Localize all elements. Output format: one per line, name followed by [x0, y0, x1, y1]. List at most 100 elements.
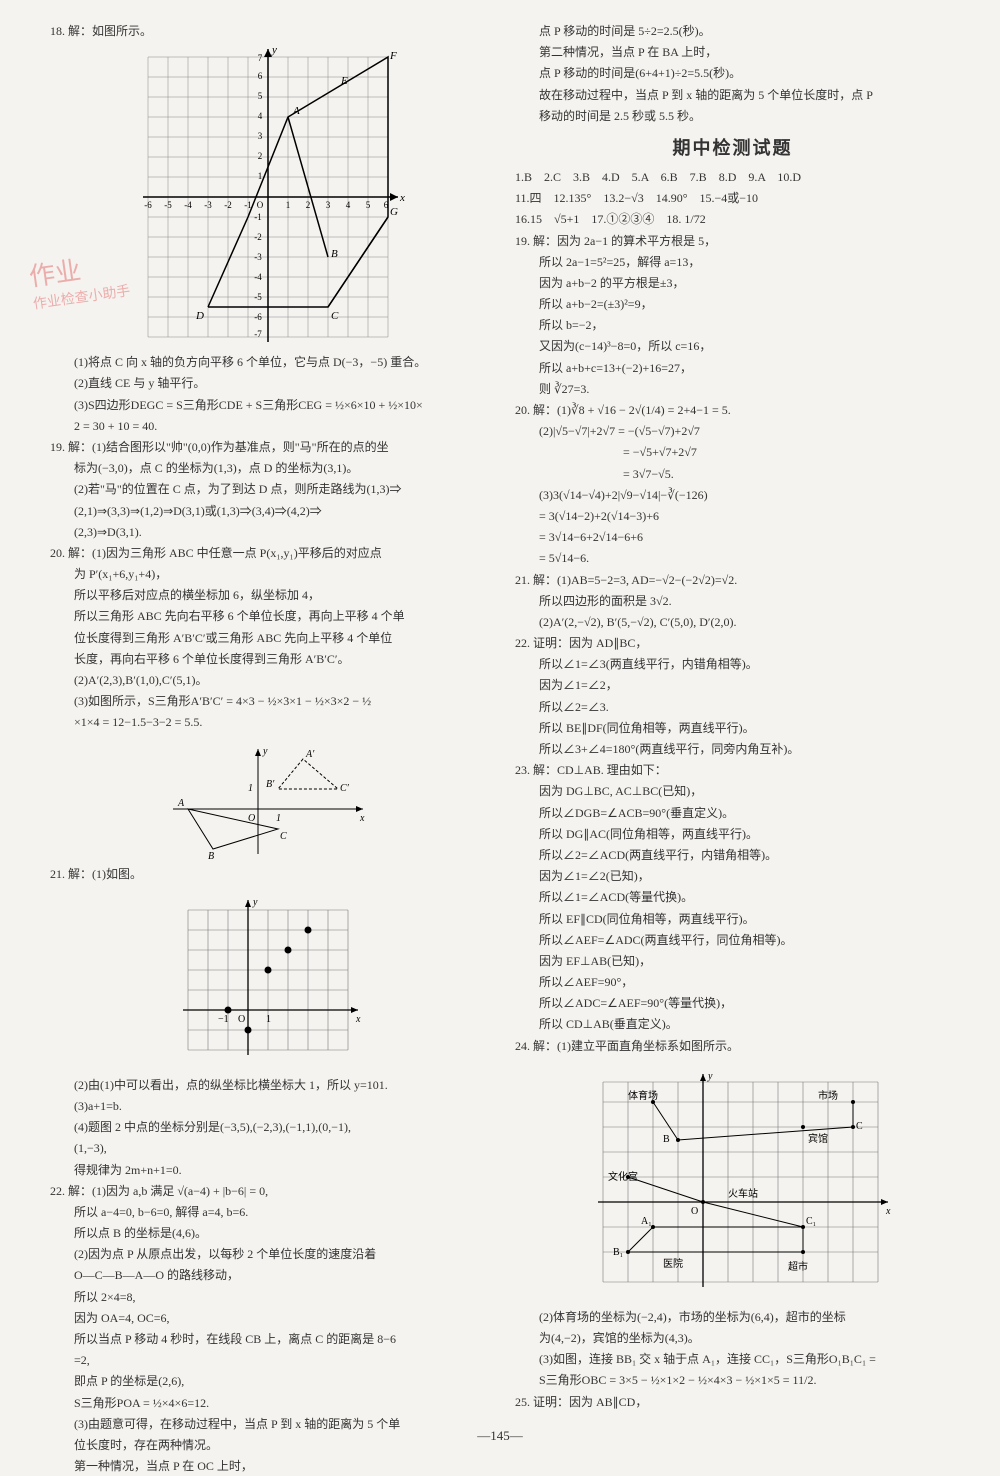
q18-chart: -6-5-4 -3-2-1 123 456 123 456 7 -1-2-3 -…: [128, 47, 408, 347]
q21-line1: (2)由(1)中可以看出，点的纵坐标比横坐标大 1，所以 y=101.: [50, 1076, 485, 1095]
svg-text:-3: -3: [254, 252, 262, 262]
r-q24-3: (3)如图，连接 BB₁ 交 x 轴于点 A₁，连接 CC₁，S三角形O₁B₁C…: [515, 1350, 950, 1369]
q18-line1: (1)将点 C 向 x 轴的负方向平移 6 个单位，它与点 D(−3，−5) 重…: [50, 353, 485, 372]
svg-text:C₁: C₁: [806, 1216, 816, 1227]
r-q19-7: 所以 a+b+c=13+(−2)+16=27，: [515, 359, 950, 378]
q22-line6: 所以 2×4=8,: [50, 1288, 485, 1307]
r-q23-7: 所以∠1=∠ACD(等量代换)。: [515, 888, 950, 907]
r-q23-5: 所以∠2=∠ACD(两直线平行，内错角相等)。: [515, 846, 950, 865]
r-q19-3: 因为 a+b−2 的平方根是±3，: [515, 274, 950, 293]
q18-line3: (3)S四边形DEGC = S三角形CDE + S三角形CEG = ½×6×10…: [50, 396, 485, 415]
q20-line5: 位长度得到三角形 A′B′C′或三角形 ABC 先向上平移 4 个单位: [50, 629, 485, 648]
cont-5: 移动的时间是 2.5 秒或 5.5 秒。: [515, 107, 950, 126]
fill-2: 16.15 √5+1 17.①②③④ 18. 1/72: [515, 210, 950, 229]
svg-text:-4: -4: [184, 200, 192, 210]
svg-text:A: A: [177, 798, 185, 809]
r-q23-6: 因为∠1=∠2(已知)，: [515, 867, 950, 886]
q20-line6: 长度，再向右平移 6 个单位长度得到三角形 A′B′C′。: [50, 650, 485, 669]
r-q19-2: 所以 2a−1=5²=25，解得 a=13，: [515, 253, 950, 272]
r-q22-1: 22. 证明：因为 AD∥BC，: [515, 634, 950, 653]
r-q19-5: 所以 b=−2，: [515, 316, 950, 335]
svg-text:-4: -4: [254, 272, 262, 282]
svg-text:市场: 市场: [818, 1089, 838, 1102]
r-q21-3: (2)A′(2,−√2), B′(5,−√2), C′(5,0), D′(2,0…: [515, 613, 950, 632]
q21-line4: (1,−3),: [50, 1139, 485, 1158]
r-q21-2: 所以四边形的面积是 3√2.: [515, 592, 950, 611]
r-q20-3: = −√5+√7+2√7: [515, 443, 950, 462]
q19-line4: (2,1)⇒(3,3)⇒(1,2)⇒D(3,1)或(1,3)⇒(3,4)⇒(4,…: [50, 502, 485, 521]
svg-text:6: 6: [257, 71, 262, 81]
svg-text:O: O: [248, 813, 255, 824]
q22-line12: (3)由题意可得，在移动过程中，当点 P 到 x 轴的距离为 5 个单: [50, 1415, 485, 1434]
cont-1: 点 P 移动的时间是 5÷2=2.5(秒)。: [515, 22, 950, 41]
q19-line1: 19. 解：(1)结合图形以"帅"(0,0)作为基准点，则"马"所在的点的坐: [50, 438, 485, 457]
cont-3: 点 P 移动的时间是(6+4+1)÷2=5.5(秒)。: [515, 64, 950, 83]
r-q24-1: (2)体育场的坐标为(−2,4)，市场的坐标为(6,4)，超市的坐标: [515, 1308, 950, 1327]
cont-2: 第二种情况，当点 P 在 BA 上时，: [515, 43, 950, 62]
r-q22-5: 所以 BE∥DF(同位角相等，两直线平行)。: [515, 719, 950, 738]
r-q23-10: 因为 EF⊥AB(已知)，: [515, 952, 950, 971]
svg-text:-2: -2: [224, 200, 232, 210]
svg-text:E: E: [340, 75, 348, 87]
r-q21-1: 21. 解：(1)AB=5−2=3, AD=−√2−(−2√2)=√2.: [515, 571, 950, 590]
r-q23-11: 所以∠AEF=90°，: [515, 973, 950, 992]
svg-text:−1: −1: [218, 1014, 229, 1025]
r-q19-4: 所以 a+b−2=(±3)²=9，: [515, 295, 950, 314]
r-q20-1: 20. 解：(1)∛8 + √16 − 2√(1/4) = 2+4−1 = 5.: [515, 401, 950, 420]
svg-text:B: B: [331, 248, 338, 260]
q21-line2: (3)a+1=b.: [50, 1097, 485, 1116]
r-q24-2: 为(4,−2)，宾馆的坐标为(4,3)。: [515, 1329, 950, 1348]
svg-text:x: x: [355, 1014, 361, 1025]
r-q20-4: = 3√7−√5.: [515, 465, 950, 484]
r-q24-header: 24. 解：(1)建立平面直角坐标系如图所示。: [515, 1037, 950, 1056]
r-q19-8: 则 ∛27=3.: [515, 380, 950, 399]
svg-text:7: 7: [257, 53, 262, 63]
r-q23-12: 所以∠ADC=∠AEF=90°(等量代换)，: [515, 994, 950, 1013]
svg-text:B: B: [208, 851, 214, 859]
svg-text:y: y: [271, 47, 277, 56]
r-q20-7: = 3√14−6+2√14−6+6: [515, 528, 950, 547]
svg-text:F: F: [389, 50, 397, 62]
q22-line8: 所以当点 P 移动 4 秒时，在线段 CB 上，离点 C 的距离是 8−6: [50, 1330, 485, 1349]
svg-text:1: 1: [257, 171, 262, 181]
r-q24-4: S三角形OBC = 3×5 − ½×1×2 − ½×4×3 − ½×1×5 = …: [515, 1371, 950, 1390]
q20-line7: (2)A′(2,3),B′(1,0),C′(5,1)。: [50, 671, 485, 690]
q18-line2: (2)直线 CE 与 y 轴平行。: [50, 374, 485, 393]
r-q23-8: 所以 EF∥CD(同位角相等，两直线平行)。: [515, 910, 950, 929]
q20-chart: ABC A′B′C′ O11 xy: [168, 739, 368, 859]
r-q22-4: 所以∠2=∠3.: [515, 698, 950, 717]
svg-text:-1: -1: [254, 212, 262, 222]
svg-text:-6: -6: [144, 200, 152, 210]
q22-line3: 所以点 B 的坐标是(4,6)。: [50, 1224, 485, 1243]
q22-line4: (2)因为点 P 从原点出发，以每秒 2 个单位长度的速度沿着: [50, 1245, 485, 1264]
r-q19-6: 又因为(c−14)³−8=0，所以 c=16，: [515, 337, 950, 356]
svg-text:O: O: [238, 1014, 245, 1025]
svg-text:-5: -5: [164, 200, 172, 210]
svg-text:-6: -6: [254, 312, 262, 322]
q20-line8: (3)如图所示，S三角形A′B′C′ = 4×3 − ½×3×1 − ½×3×2…: [50, 692, 485, 711]
q22-line7: 因为 OA=4, OC=6,: [50, 1309, 485, 1328]
r-q25: 25. 证明：因为 AB∥CD，: [515, 1393, 950, 1412]
q19-line3: (2)若"马"的位置在 C 点，为了到达 D 点，则所走路线为(1,3)⇒: [50, 480, 485, 499]
svg-text:1: 1: [266, 1014, 271, 1025]
q22-line14: 第一种情况，当点 P 在 OC 上时，: [50, 1457, 485, 1476]
svg-text:5: 5: [365, 200, 370, 210]
q19-line2: 标为(−3,0)，点 C 的坐标为(1,3)，点 D 的坐标为(3,1)。: [50, 459, 485, 478]
svg-text:火车站: 火车站: [728, 1187, 758, 1200]
svg-text:文化宫: 文化宫: [608, 1170, 638, 1183]
r-q20-6: = 3(√14−2)+2(√14−3)+6: [515, 507, 950, 526]
q21-chart: O1−1 xy: [168, 890, 368, 1070]
r-q22-3: 因为∠1=∠2，: [515, 676, 950, 695]
q20-line4: 所以三角形 ABC 先向右平移 6 个单位长度，再向上平移 4 个单: [50, 607, 485, 626]
svg-text:医院: 医院: [663, 1257, 683, 1270]
fill-1: 11.四 12.135° 13.2−√3 14.90° 15.−4或−10: [515, 189, 950, 208]
q21-line5: 得规律为 2m+n+1=0.: [50, 1161, 485, 1180]
svg-text:x: x: [885, 1206, 891, 1217]
q22-line13: 位长度时，存在两种情况。: [50, 1436, 485, 1455]
svg-text:2: 2: [305, 200, 310, 210]
r-q23-3: 所以∠DGB=∠ACB=90°(垂直定义)。: [515, 804, 950, 823]
mc-answers: 1.B 2.C 3.B 4.D 5.A 6.B 7.B 8.D 9.A 10.D: [515, 168, 950, 187]
cont-4: 故在移动过程中，当点 P 到 x 轴的距离为 5 个单位长度时，点 P: [515, 86, 950, 105]
r-q23-2: 因为 DG⊥BC, AC⊥BC(已知)，: [515, 782, 950, 801]
svg-text:A: A: [292, 105, 300, 117]
